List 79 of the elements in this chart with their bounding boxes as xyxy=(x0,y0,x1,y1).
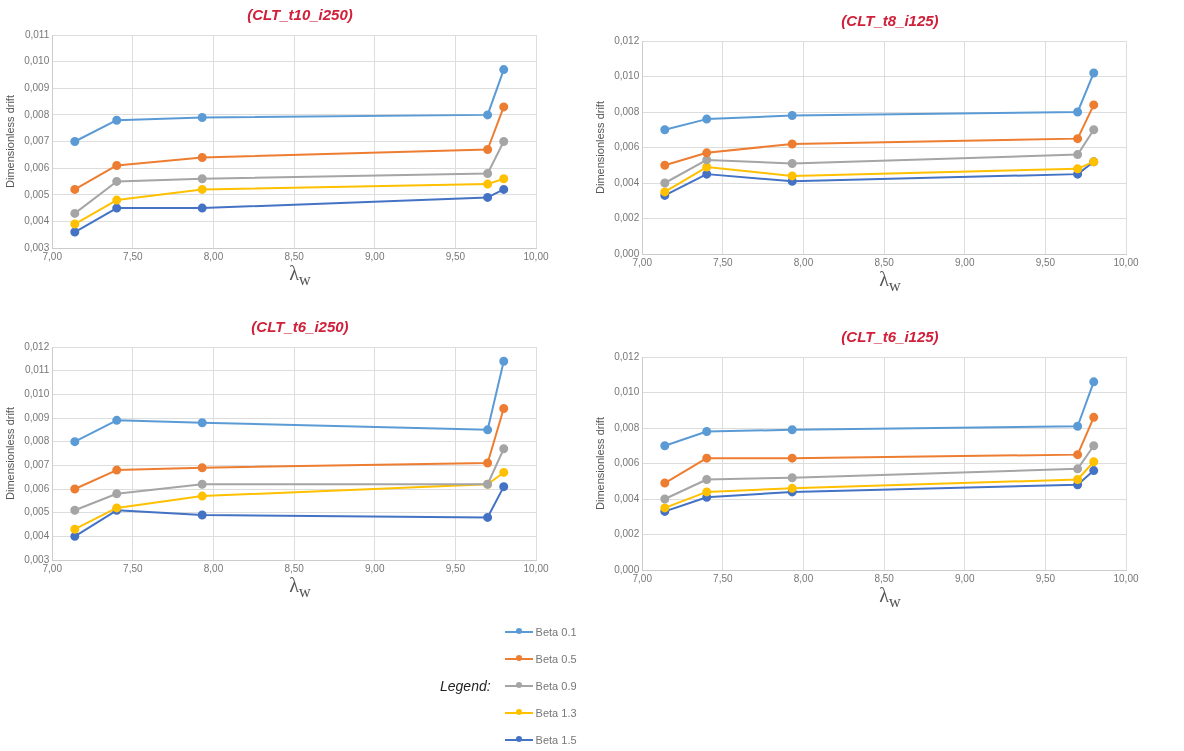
y-tick-label: 0,007 xyxy=(24,459,50,471)
y-tick-label: 0,005 xyxy=(24,188,50,200)
y-tick-label: 0,003 xyxy=(24,241,50,253)
y-tick-label: 0,012 xyxy=(614,350,640,362)
y-tick-label: 0,010 xyxy=(614,386,640,398)
x-tick-label: 9,50 xyxy=(1035,256,1056,268)
legend-label: Beta 0.5 xyxy=(535,652,577,665)
x-tick-label: 8,50 xyxy=(874,256,895,268)
legend-label: Beta 0.9 xyxy=(535,679,577,692)
y-axis-title: Dimensionless drift xyxy=(3,407,16,500)
x-tick-label: 8,50 xyxy=(284,562,305,574)
y-tick-label: 0,006 xyxy=(614,457,640,469)
legend-label: Beta 1.3 xyxy=(535,706,577,719)
y-tick-label: 0,012 xyxy=(24,340,50,352)
y-tick-label: 0,006 xyxy=(614,141,640,153)
x-tick-label: 7,50 xyxy=(713,256,734,268)
x-tick-label: 9,00 xyxy=(365,250,385,262)
y-tick-label: 0,007 xyxy=(24,135,50,147)
x-tick-label: 7,50 xyxy=(713,572,734,584)
chart-title: (CLT_t6_i250) xyxy=(250,318,350,337)
y-axis-title: Dimensionless drift xyxy=(593,101,606,194)
y-tick-label: 0,011 xyxy=(24,364,50,376)
y-tick-label: 0,003 xyxy=(24,553,50,565)
y-tick-label: 0,008 xyxy=(614,421,640,433)
x-tick-label: 10,00 xyxy=(523,562,549,574)
x-tick-label: 9,00 xyxy=(955,256,975,268)
y-tick-label: 0,010 xyxy=(24,55,50,67)
x-tick-label: 9,00 xyxy=(365,562,385,574)
y-axis-title: Dimensionless drift xyxy=(593,417,606,510)
y-tick-label: 0,004 xyxy=(24,530,50,542)
y-tick-label: 0,000 xyxy=(614,247,640,259)
x-tick-label: 8,00 xyxy=(203,562,224,574)
chart-title: (CLT_t8_i125) xyxy=(840,12,940,31)
y-tick-label: 0,006 xyxy=(24,482,50,494)
x-axis-title: λ$_{w}$ xyxy=(288,574,312,602)
x-tick-label: 8,00 xyxy=(793,256,814,268)
x-tick-label: 8,50 xyxy=(874,572,895,584)
y-tick-label: 0,009 xyxy=(24,411,50,423)
x-tick-label: 7,00 xyxy=(632,572,653,584)
y-axis-title: Dimensionless drift xyxy=(3,95,16,188)
x-tick-label: 8,00 xyxy=(203,250,224,262)
legend-label: Beta 1.5 xyxy=(535,733,577,746)
x-tick-label: 8,00 xyxy=(793,572,814,584)
x-tick-label: 10,00 xyxy=(523,250,549,262)
y-tick-label: 0,012 xyxy=(614,34,640,46)
y-tick-label: 0,011 xyxy=(24,28,50,40)
x-tick-label: 10,00 xyxy=(1113,256,1139,268)
x-tick-label: 9,00 xyxy=(955,572,975,584)
x-tick-label: 7,50 xyxy=(123,250,144,262)
y-tick-label: 0,000 xyxy=(614,563,640,575)
x-tick-label: 9,50 xyxy=(445,562,466,574)
y-tick-label: 0,010 xyxy=(614,70,640,82)
y-tick-label: 0,002 xyxy=(614,528,640,540)
y-tick-label: 0,004 xyxy=(24,215,50,227)
x-axis-title: λ$_{w}$ xyxy=(878,584,902,612)
legend-label: Beta 0.1 xyxy=(535,625,577,638)
y-tick-label: 0,009 xyxy=(24,82,50,93)
y-tick-label: 0,005 xyxy=(24,506,50,518)
x-tick-label: 9,50 xyxy=(445,250,466,262)
y-tick-label: 0,008 xyxy=(24,108,50,120)
y-tick-label: 0,004 xyxy=(614,492,640,504)
x-tick-label: 10,00 xyxy=(1113,572,1139,584)
x-tick-label: 7,00 xyxy=(42,562,63,574)
y-tick-label: 0,002 xyxy=(614,212,640,224)
x-tick-label: 9,50 xyxy=(1035,572,1056,584)
x-tick-label: 7,00 xyxy=(632,256,653,268)
legend-title: Legend: xyxy=(440,677,491,694)
chart-title: (CLT_t6_i125) xyxy=(840,328,940,347)
y-tick-label: 0,004 xyxy=(614,176,640,188)
y-tick-label: 0,010 xyxy=(24,388,50,400)
x-axis-title: λ$_{w}$ xyxy=(878,268,902,296)
chart-title: (CLT_t10_i250) xyxy=(246,6,354,25)
x-tick-label: 8,50 xyxy=(284,250,305,262)
x-tick-label: 7,00 xyxy=(42,250,63,262)
x-axis-title: λ$_{w}$ xyxy=(288,262,312,290)
y-tick-label: 0,008 xyxy=(614,105,640,117)
y-tick-label: 0,006 xyxy=(24,161,50,173)
x-tick-label: 7,50 xyxy=(123,562,144,574)
y-tick-label: 0,008 xyxy=(24,435,50,447)
